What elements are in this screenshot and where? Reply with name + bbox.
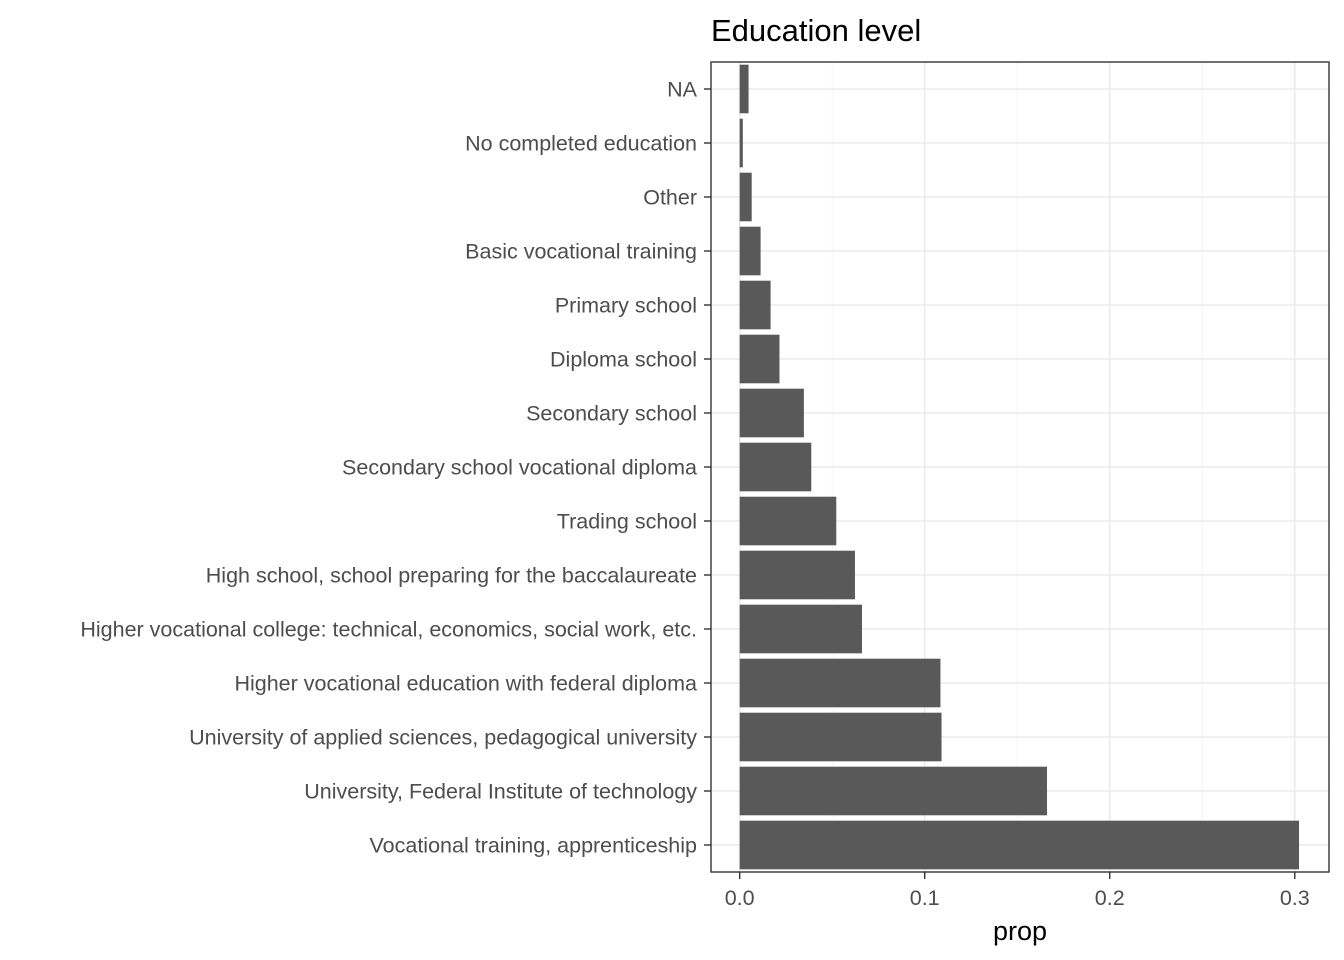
bar [739,496,837,546]
x-tick-label: 0.3 [1280,886,1310,910]
bar [739,766,1048,816]
y-axis: NA No completed education Other Basic vocat… [80,78,711,858]
y-tick-label: Other [643,186,697,210]
bar [739,280,771,330]
bar [739,550,855,600]
x-tick-label: 0.1 [910,886,940,910]
y-tick-label: No completed education [465,132,697,156]
bar [739,64,749,114]
y-tick-label: Secondary school vocational diploma [342,456,697,480]
y-tick-label: High school, school preparing for the ba… [206,564,697,588]
y-tick-label: Trading school [557,510,697,534]
y-tick-label: Higher vocational education with federal… [234,672,697,696]
y-tick-label: Primary school [555,294,697,318]
chart-title: Education level [711,13,921,48]
x-tick-label: 0.2 [1095,886,1125,910]
y-tick-label: Higher vocational college: technical, ec… [80,618,697,642]
y-tick-label: Vocational training, apprenticeship [370,834,698,858]
bar [739,820,1300,870]
bar [739,388,804,438]
y-tick-label: NA [667,78,698,102]
x-axis-title: prop [993,916,1047,946]
bar [739,172,752,222]
y-tick-label: Secondary school [526,402,697,426]
bar [739,226,761,276]
x-tick-label: 0.0 [725,886,755,910]
bar [739,334,780,384]
y-tick-label: University of applied sciences, pedagogi… [189,726,697,750]
bar [739,442,812,492]
bars-group [739,64,1300,870]
bar [739,118,743,168]
y-tick-label: University, Federal Institute of technol… [304,780,697,804]
bar [739,658,941,708]
y-tick-label: Diploma school [550,348,697,372]
x-axis: 0.0 0.1 0.2 0.3 [725,872,1310,910]
bar [739,604,862,654]
y-tick-label: Basic vocational training [465,240,697,264]
bar [739,712,942,762]
